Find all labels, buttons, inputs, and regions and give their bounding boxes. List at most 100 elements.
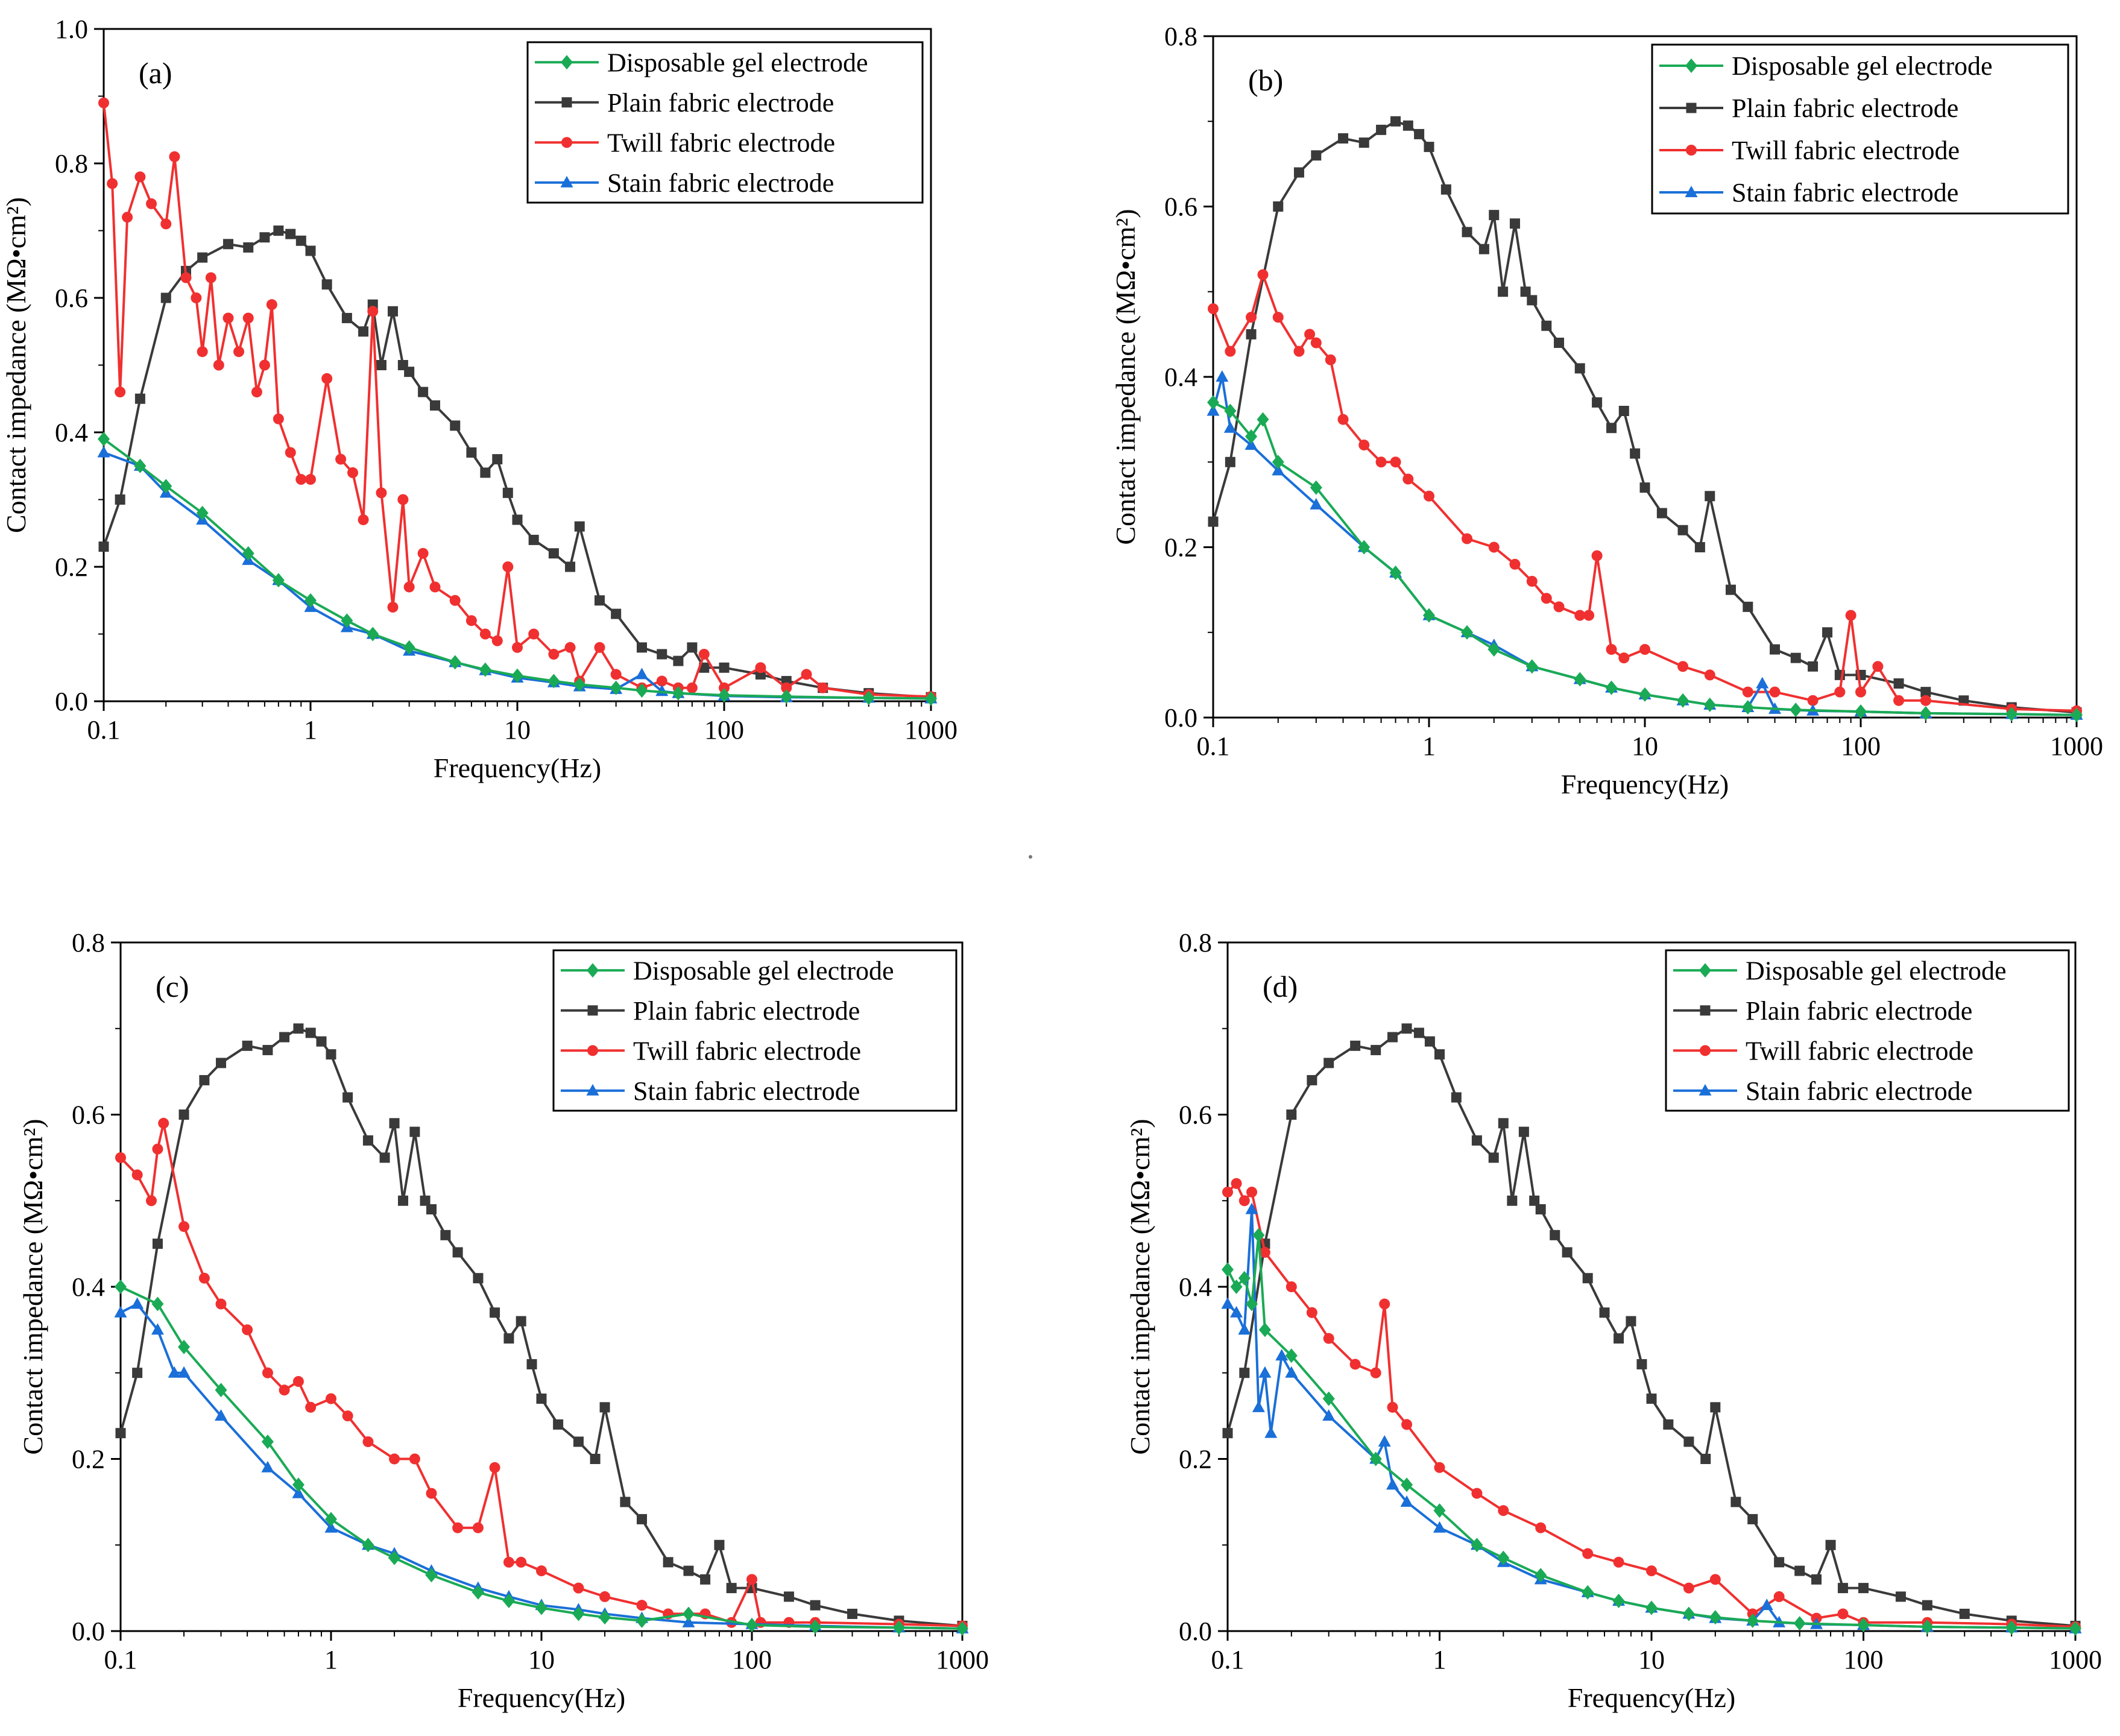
data-point [1535,1204,1546,1215]
data-point [1774,1557,1785,1568]
data-point [700,1574,711,1585]
y-tick-label: 0.0 [1164,703,1197,733]
data-point [242,1324,253,1336]
data-point [1433,1503,1446,1518]
data-point [1614,1333,1624,1344]
data-point [1400,1495,1413,1507]
data-point [1293,346,1305,357]
data-point [1413,1027,1424,1038]
data-point [1582,1273,1593,1284]
data-point [2005,1620,2018,1635]
data-point [547,674,560,689]
data-point [215,1383,227,1398]
data-point [1306,1307,1317,1318]
data-point [1793,1616,1806,1631]
y-tick-label: 0.4 [1179,1272,1212,1302]
y-tick-label: 0.2 [72,1445,105,1474]
data-point [321,373,333,384]
legend-marker [1685,58,1697,73]
data-point [2069,1621,2081,1636]
x-tick-label: 10 [1638,1645,1665,1674]
data-point [636,1613,648,1628]
x-tick-label: 0.1 [87,715,121,745]
data-point [1741,700,1754,715]
series-plain-fabric-electrode [1222,1023,2081,1631]
legend-marker [587,1045,598,1056]
data-point [1252,1228,1265,1243]
data-point [1639,482,1650,493]
data-point [1541,320,1552,331]
data-point [780,689,793,704]
x-tick-label: 100 [704,715,744,745]
data-point [956,1621,968,1636]
data-point [131,1169,143,1181]
data-point [341,613,353,628]
data-point [1497,1550,1510,1565]
data-point [610,680,622,695]
data-point [1246,1186,1258,1198]
data-point [115,1428,126,1439]
series-plain-fabric-electrode [98,226,936,702]
data-point [1401,1023,1412,1034]
data-point [1462,533,1473,544]
data-point [177,1366,191,1378]
data-point [1872,661,1884,672]
data-point [115,1280,127,1294]
data-point [1807,695,1819,706]
data-point [1520,286,1531,297]
data-point [279,1384,290,1396]
legend-marker [1685,186,1698,197]
data-point [809,1619,822,1634]
x-tick-label: 1 [1422,731,1436,761]
data-point [1471,1488,1483,1499]
data-point [216,1058,227,1068]
data-point [528,628,540,640]
data-point [781,682,792,693]
data-point [1386,1478,1399,1490]
data-point [160,292,171,303]
data-point [479,628,491,640]
data-point [191,292,202,303]
data-point [1760,1599,1773,1611]
data-point [362,1135,373,1146]
data-point [1646,1394,1657,1404]
data-point [1518,1126,1529,1137]
legend-marker [1686,145,1697,156]
data-point [358,326,369,337]
legend-label: Twill fabric electrode [633,1036,861,1065]
data-point [1304,329,1316,340]
data-point [242,1040,253,1051]
data-point [285,447,296,458]
data-point [1599,1307,1610,1318]
series-line [1226,1182,2076,1628]
panel-label: (a) [139,56,172,90]
data-point [687,642,698,653]
data-point [362,1538,374,1553]
data-point [801,669,812,680]
legend-marker [586,1084,599,1096]
data-point [2071,707,2083,722]
data-point [1390,116,1401,127]
data-point [536,1565,547,1577]
data-point [1709,1574,1721,1585]
data-point [1855,686,1866,698]
data-point [1371,1044,1381,1055]
data-point [160,479,172,494]
data-point [321,279,332,290]
data-point [146,198,157,209]
data-point [1613,1556,1624,1568]
data-point [324,1521,338,1533]
data-point [152,1143,163,1155]
data-point [599,1591,611,1602]
data-point [259,359,270,371]
data-point [1337,414,1349,425]
data-point [1286,1109,1297,1120]
x-tick-label: 1000 [2049,1645,2102,1674]
data-point [1478,244,1489,254]
data-point [1790,652,1801,663]
data-point [1273,201,1284,212]
data-point [1920,695,1931,706]
data-point [272,573,285,588]
data-point [97,446,110,458]
data-point [491,635,503,646]
